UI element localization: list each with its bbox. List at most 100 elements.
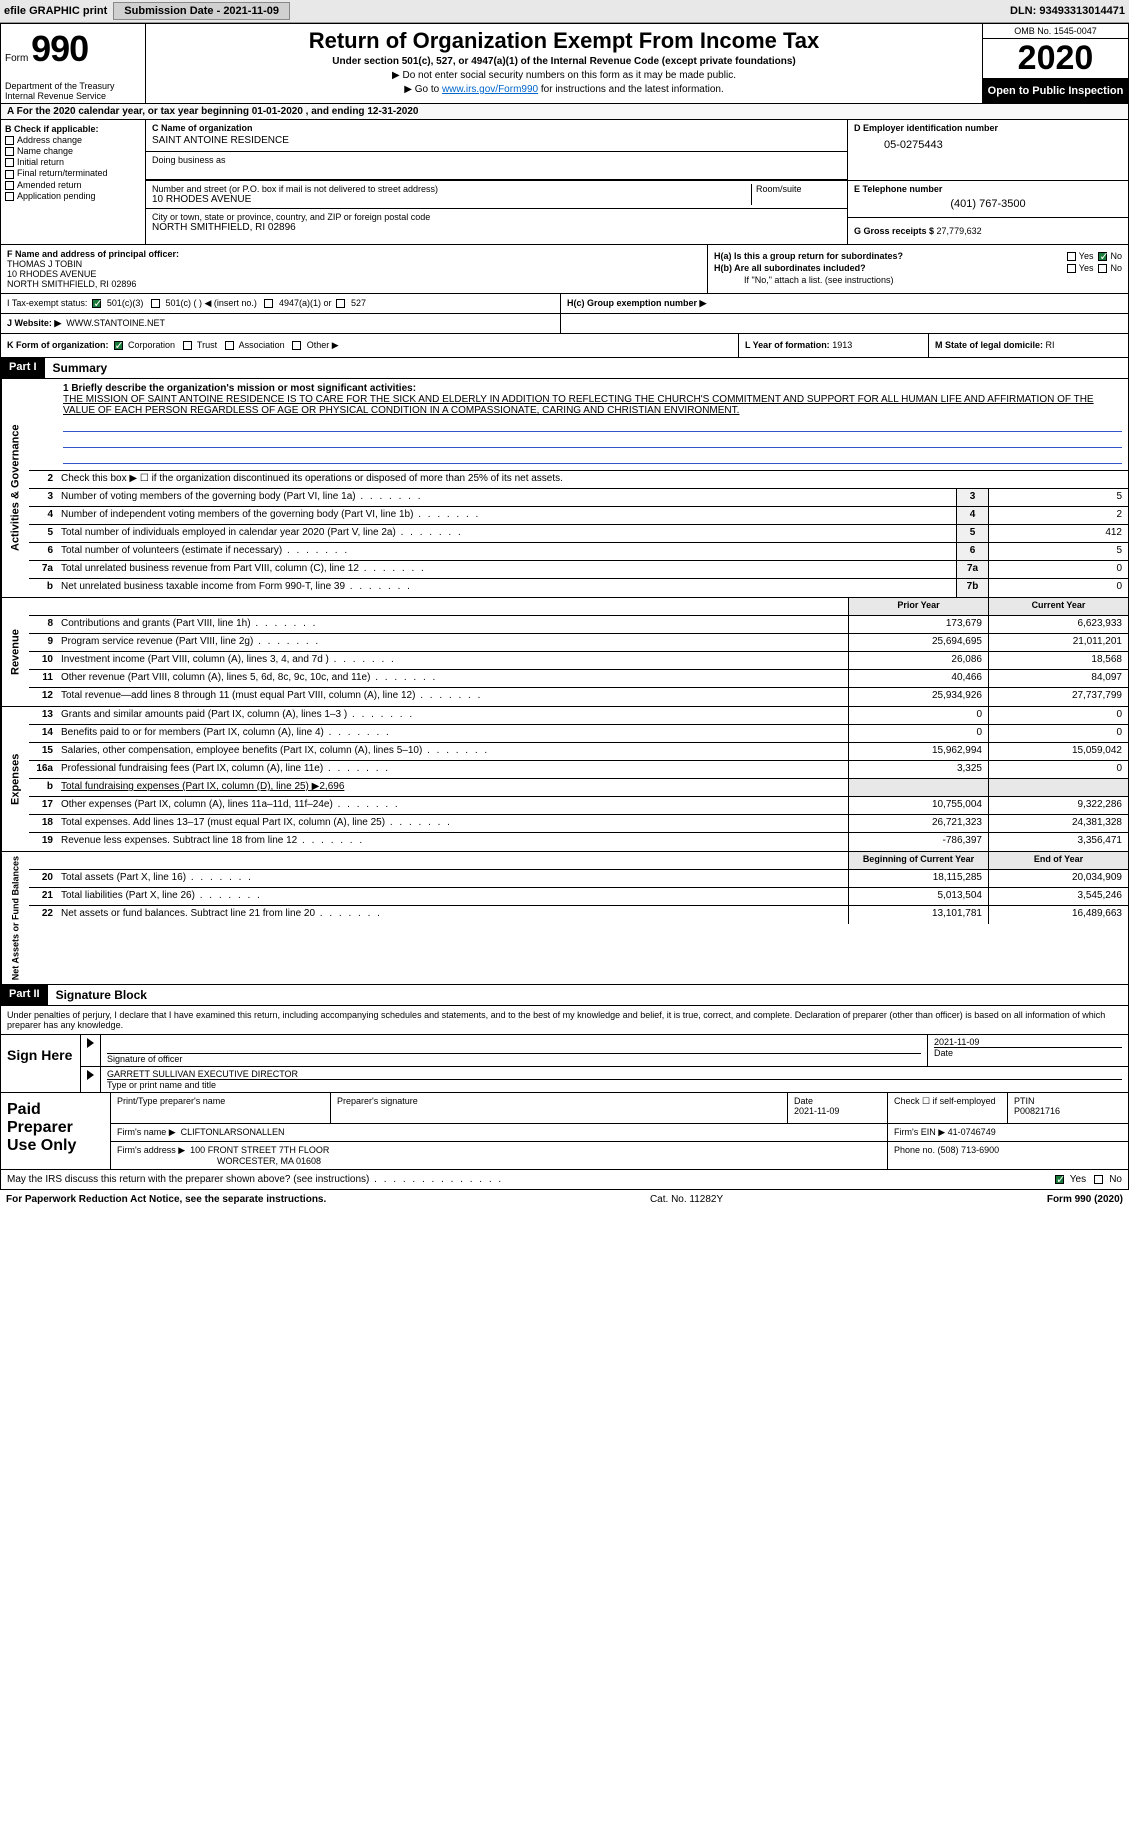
footer-left: For Paperwork Reduction Act Notice, see … — [6, 1194, 326, 1205]
section-i: I Tax-exempt status: 501(c)(3) 501(c) ( … — [1, 294, 561, 313]
city-value: NORTH SMITHFIELD, RI 02896 — [152, 222, 841, 233]
preparer-date: 2021-11-09 — [794, 1106, 881, 1116]
part-2-header: Part II Signature Block — [0, 985, 1129, 1006]
table-row: 11Other revenue (Part VIII, column (A), … — [29, 670, 1128, 688]
dept-label: Department of the Treasury Internal Reve… — [5, 81, 141, 101]
chk-association[interactable] — [225, 341, 234, 350]
end-year-header: End of Year — [988, 852, 1128, 869]
chk-corporation[interactable] — [114, 341, 123, 350]
omb-number: OMB No. 1545-0047 — [983, 24, 1128, 39]
side-label-revenue: Revenue — [1, 598, 29, 706]
open-to-public: Open to Public Inspection — [983, 79, 1128, 103]
section-k-l-m: K Form of organization: Corporation Trus… — [0, 334, 1129, 358]
chk-trust[interactable] — [183, 341, 192, 350]
sig-date-label: Date — [934, 1047, 1122, 1058]
section-d: D Employer identification number 05-0275… — [848, 120, 1128, 180]
arrow-icon — [87, 1070, 94, 1080]
officer-name-label: Type or print name and title — [107, 1079, 1122, 1090]
mission-block: 1 Briefly describe the organization's mi… — [29, 379, 1128, 471]
tax-year: 2020 — [983, 39, 1128, 79]
irs-link[interactable]: www.irs.gov/Form990 — [442, 84, 538, 95]
submission-date-button[interactable]: Submission Date - 2021-11-09 — [113, 2, 290, 20]
section-b-to-g: B Check if applicable: Address change Na… — [0, 120, 1129, 245]
section-f-h: F Name and address of principal officer:… — [0, 245, 1129, 294]
part-2-title: Signature Block — [48, 985, 155, 1005]
table-row: 10Investment income (Part VIII, column (… — [29, 652, 1128, 670]
firm-addr2: WORCESTER, MA 01608 — [117, 1156, 321, 1166]
paid-preparer-block: Paid Preparer Use Only Print/Type prepar… — [0, 1093, 1129, 1170]
chk-4947[interactable] — [264, 299, 273, 308]
form-word: Form — [5, 53, 28, 64]
col-header-row-2: Beginning of Current Year End of Year — [29, 852, 1128, 870]
chk-discuss-yes[interactable] — [1055, 1175, 1064, 1184]
table-row: 7aTotal unrelated business revenue from … — [29, 561, 1128, 579]
table-row: 9Program service revenue (Part VIII, lin… — [29, 634, 1128, 652]
org-name-label: C Name of organization — [152, 123, 841, 133]
section-f: F Name and address of principal officer:… — [1, 245, 708, 293]
row-a-tax-year: A For the 2020 calendar year, or tax yea… — [0, 104, 1129, 120]
table-row: 4Number of independent voting members of… — [29, 507, 1128, 525]
omb-year-block: OMB No. 1545-0047 2020 Open to Public In… — [983, 24, 1128, 103]
officer-addr1: 10 RHODES AVENUE — [7, 269, 701, 279]
side-label-net: Net Assets or Fund Balances — [1, 852, 29, 984]
chk-501c3[interactable] — [92, 299, 101, 308]
section-m: M State of legal domicile: RI — [928, 334, 1128, 357]
page-footer: For Paperwork Reduction Act Notice, see … — [0, 1190, 1129, 1209]
part-1-header: Part I Summary — [0, 358, 1129, 379]
sig-date: 2021-11-09 — [934, 1037, 1122, 1047]
title-block: Return of Organization Exempt From Incom… — [146, 24, 983, 103]
ein-value: 05-0275443 — [854, 133, 1122, 151]
street-value: 10 RHODES AVENUE — [152, 194, 751, 205]
goto-note: ▶ Go to www.irs.gov/Form990 for instruct… — [156, 84, 972, 95]
table-row: 13Grants and similar amounts paid (Part … — [29, 707, 1128, 725]
section-j-row: J Website: ▶ WWW.STANTOINE.NET — [0, 314, 1129, 334]
table-row: 3Number of voting members of the governi… — [29, 489, 1128, 507]
table-row: 17Other expenses (Part IX, column (A), l… — [29, 797, 1128, 815]
firm-phone: (508) 713-6900 — [938, 1145, 1000, 1155]
ssn-note: ▶ Do not enter social security numbers o… — [156, 70, 972, 81]
dba-label: Doing business as — [152, 155, 841, 165]
table-row: 2Check this box ▶ ☐ if the organization … — [29, 471, 1128, 489]
chk-amended-return[interactable]: Amended return — [5, 180, 141, 190]
side-label-ag: Activities & Governance — [1, 379, 29, 597]
footer-form: Form 990 (2020) — [1047, 1194, 1123, 1205]
table-row: 22Net assets or fund balances. Subtract … — [29, 906, 1128, 924]
form-subtitle: Under section 501(c), 527, or 4947(a)(1)… — [156, 56, 972, 67]
chk-other[interactable] — [292, 341, 301, 350]
section-b: B Check if applicable: Address change Na… — [1, 120, 146, 244]
efile-label: efile GRAPHIC print — [4, 5, 107, 17]
paid-preparer-label: Paid Preparer Use Only — [1, 1093, 111, 1169]
chk-final-return[interactable]: Final return/terminated — [5, 168, 141, 178]
begin-year-header: Beginning of Current Year — [848, 852, 988, 869]
chk-527[interactable] — [336, 299, 345, 308]
self-employed-check[interactable]: Check ☐ if self-employed — [888, 1093, 1008, 1123]
chk-application-pending[interactable]: Application pending — [5, 191, 141, 201]
section-h: H(a) Is this a group return for subordin… — [708, 245, 1128, 293]
chk-name-change[interactable]: Name change — [5, 146, 141, 156]
firm-name: CLIFTONLARSONALLEN — [181, 1127, 285, 1137]
ein-label: D Employer identification number — [854, 123, 1122, 133]
part-1-num: Part I — [1, 358, 45, 378]
side-label-expenses: Expenses — [1, 707, 29, 851]
activities-governance-block: Activities & Governance 1 Briefly descri… — [0, 379, 1129, 598]
officer-label: F Name and address of principal officer: — [7, 249, 701, 259]
table-row: 8Contributions and grants (Part VIII, li… — [29, 616, 1128, 634]
table-row: 19Revenue less expenses. Subtract line 1… — [29, 833, 1128, 851]
table-row: 6Total number of volunteers (estimate if… — [29, 543, 1128, 561]
table-row: bTotal fundraising expenses (Part IX, co… — [29, 779, 1128, 797]
chk-address-change[interactable]: Address change — [5, 135, 141, 145]
irs-discuss-row: May the IRS discuss this return with the… — [0, 1170, 1129, 1190]
chk-initial-return[interactable]: Initial return — [5, 157, 141, 167]
firm-ein: 41-0746749 — [948, 1127, 996, 1137]
form-number: 990 — [31, 28, 88, 69]
chk-discuss-no[interactable] — [1094, 1175, 1103, 1184]
table-row: 20Total assets (Part X, line 16)18,115,2… — [29, 870, 1128, 888]
street-label: Number and street (or P.O. box if mail i… — [152, 184, 751, 194]
table-row: 5Total number of individuals employed in… — [29, 525, 1128, 543]
table-row: 21Total liabilities (Part X, line 26)5,0… — [29, 888, 1128, 906]
chk-501c[interactable] — [151, 299, 160, 308]
gross-receipts-value: 27,779,632 — [937, 226, 982, 236]
city-label: City or town, state or province, country… — [152, 212, 841, 222]
section-k: K Form of organization: Corporation Trus… — [1, 334, 738, 357]
section-j: J Website: ▶ WWW.STANTOINE.NET — [1, 314, 561, 333]
